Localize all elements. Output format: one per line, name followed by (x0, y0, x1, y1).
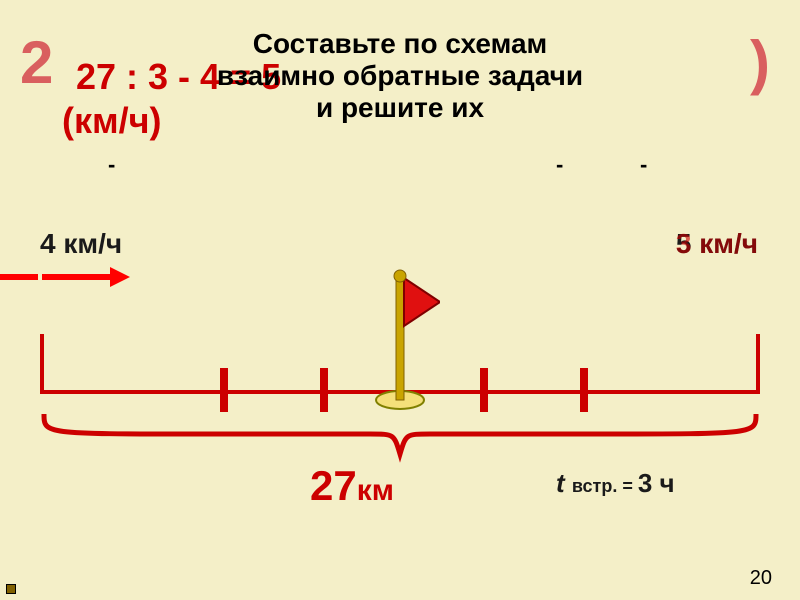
time-label: t встр. = 3 ч (556, 468, 675, 499)
speed-right-overlay: 3 км/ч (676, 228, 758, 260)
title-line-3: и решите их (0, 92, 800, 124)
tick-1 (220, 368, 228, 412)
tick-2 (320, 368, 328, 412)
title-line-2: взаимно обратные задачи (0, 60, 800, 92)
corner-square (6, 584, 16, 594)
title: Составьте по схемам взаимно обратные зад… (0, 28, 800, 125)
brace (40, 410, 760, 470)
dash-2: - (556, 152, 563, 178)
time-value: 3 ч (638, 468, 675, 498)
dash-3: - (640, 152, 647, 178)
slide: 2 ) 27 : 3 - 4 = 5 (км/ч) Составьте по с… (0, 0, 800, 600)
page-number: 20 (750, 567, 772, 590)
distance-number: 27 (310, 462, 357, 509)
tick-4 (580, 368, 588, 412)
end-cap-right (756, 334, 760, 394)
dash-1: - (108, 152, 115, 178)
time-var: t (556, 468, 572, 498)
speed-left-label: 4 км/ч (40, 228, 122, 260)
end-cap-left (40, 334, 44, 394)
tick-3 (480, 368, 488, 412)
title-line-1: Составьте по схемам (0, 28, 800, 60)
distance-label: 27км (310, 462, 394, 510)
distance-unit: км (357, 474, 394, 507)
time-sub: встр. = (572, 476, 638, 496)
